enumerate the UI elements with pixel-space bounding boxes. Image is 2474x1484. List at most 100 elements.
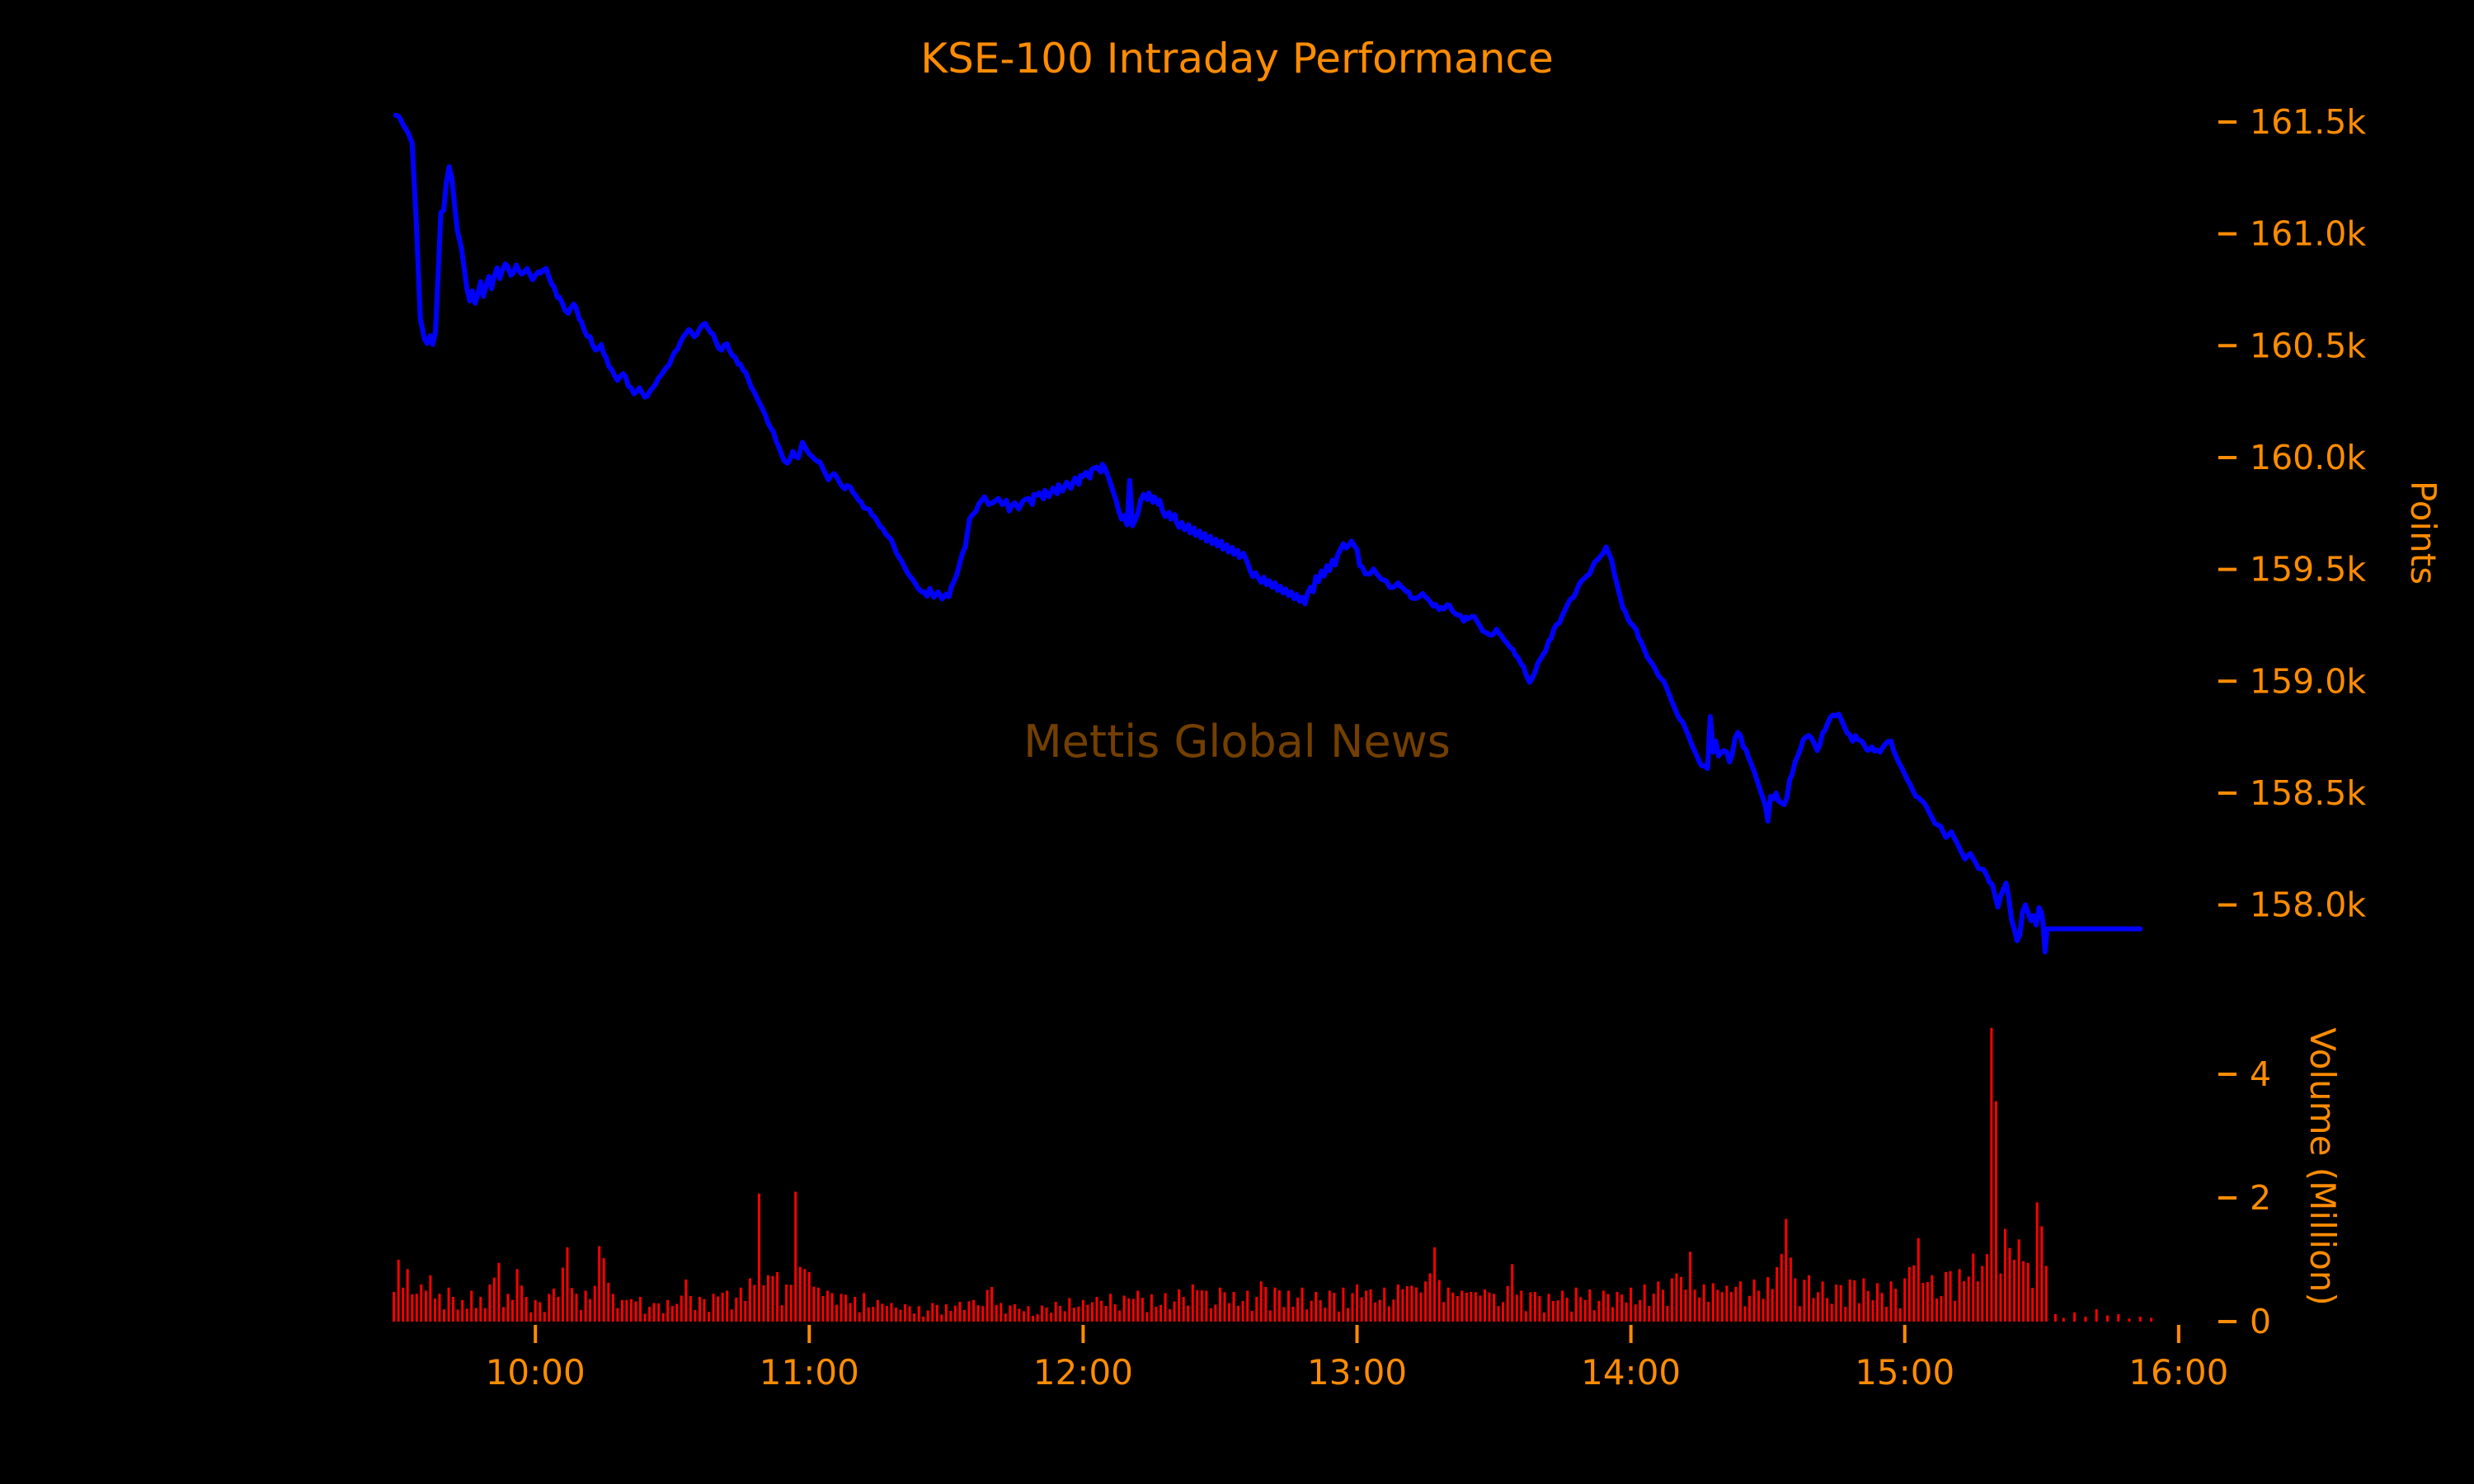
volume-bar: [1068, 1298, 1071, 1322]
volume-bar: [2073, 1312, 2077, 1322]
volume-bar: [2138, 1317, 2142, 1322]
volume-bar: [1907, 1266, 1911, 1322]
volume-bar: [575, 1294, 578, 1322]
volume-bar: [1264, 1287, 1268, 1322]
volume-bar: [1739, 1281, 1742, 1322]
volume-bar: [1365, 1290, 1368, 1322]
volume-bar: [393, 1292, 396, 1322]
volume-bar: [1963, 1280, 1966, 1322]
volume-bar: [771, 1275, 774, 1322]
volume-bar: [712, 1294, 715, 1322]
volume-bar: [1342, 1287, 1345, 1322]
volume-bar: [1543, 1313, 1545, 1322]
volume-bar: [1579, 1297, 1583, 1322]
volume-bar: [1940, 1296, 1943, 1322]
volume-bar: [447, 1287, 450, 1322]
volume-bar: [1538, 1296, 1541, 1322]
volume-bar: [1597, 1300, 1601, 1322]
volume-bar: [561, 1267, 564, 1322]
volume-bar: [1894, 1289, 1898, 1322]
volume-bar: [830, 1293, 834, 1322]
volume-bar: [1041, 1305, 1044, 1322]
volume-bar: [812, 1286, 816, 1322]
volume-bar: [1616, 1292, 1619, 1322]
volume-bar: [1789, 1257, 1792, 1322]
volume-tick-label: 4: [2250, 1054, 2271, 1094]
volume-bar: [776, 1272, 779, 1322]
volume-bar: [967, 1301, 971, 1322]
volume-bar: [1698, 1297, 1701, 1322]
volume-bar: [735, 1298, 738, 1322]
volume-bars: [393, 1027, 2153, 1322]
volume-bar: [867, 1307, 870, 1322]
volume-bar: [858, 1312, 861, 1322]
volume-bar: [1232, 1292, 1235, 1322]
volume-bar: [1442, 1302, 1446, 1322]
volume-bar: [1711, 1283, 1714, 1322]
volume-bar: [1803, 1280, 1806, 1322]
volume-bar: [465, 1308, 468, 1322]
volume-bar: [1479, 1295, 1482, 1322]
volume-bar: [548, 1294, 551, 1322]
points-axis: 161.5k 161.0k 160.5k 160.0k 159.5k 159.0k 158.…: [2218, 102, 2366, 925]
volume-bar: [488, 1284, 492, 1322]
volume-bar: [470, 1290, 473, 1322]
volume-bar: [1972, 1253, 1975, 1322]
volume-bar: [402, 1287, 405, 1322]
volume-bar: [881, 1303, 884, 1322]
volume-bar: [580, 1309, 583, 1322]
volume-bar: [899, 1309, 902, 1322]
volume-bar: [876, 1299, 879, 1322]
volume-bar: [2053, 1314, 2057, 1322]
volume-bar: [2062, 1317, 2065, 1322]
volume-bar: [708, 1312, 711, 1322]
volume-bar: [739, 1287, 742, 1322]
volume-bar: [1985, 1254, 1988, 1322]
volume-bar: [1081, 1299, 1084, 1322]
volume-bar: [1771, 1289, 1774, 1322]
volume-bar: [1484, 1289, 1486, 1322]
volume-bar: [1100, 1300, 1103, 1322]
volume-bar: [931, 1303, 934, 1322]
volume-bar: [1277, 1290, 1281, 1322]
volume-bar: [438, 1294, 441, 1322]
volume-bar: [1219, 1287, 1221, 1322]
volume-bar: [1470, 1292, 1473, 1322]
points-tick-label: 159.5k: [2250, 550, 2366, 589]
volume-bar: [1036, 1314, 1039, 1322]
volume-bar: [1639, 1300, 1642, 1322]
volume-bar: [1328, 1290, 1331, 1322]
volume-bar: [429, 1275, 432, 1322]
volume-bar: [1415, 1287, 1418, 1322]
volume-bar: [1488, 1292, 1491, 1322]
volume-bar: [1680, 1276, 1682, 1322]
volume-bar: [424, 1290, 427, 1322]
volume-bar: [1104, 1306, 1108, 1322]
volume-bar: [1419, 1292, 1423, 1322]
volume-bar: [1871, 1300, 1874, 1322]
volume-bar: [598, 1246, 601, 1322]
volume-bar: [1761, 1298, 1765, 1322]
volume-tick-label: 0: [2250, 1302, 2271, 1341]
volume-bar: [502, 1307, 505, 1322]
volume-bar: [670, 1306, 674, 1322]
volume-bar: [1091, 1302, 1094, 1322]
volume-bar: [767, 1275, 769, 1322]
volume-bar: [1725, 1285, 1729, 1322]
volume-bar: [730, 1309, 733, 1322]
volume-bar: [1862, 1278, 1865, 1322]
volume-bar: [1456, 1296, 1459, 1322]
volume-bar: [2031, 1288, 2034, 1322]
volume-bar: [935, 1304, 938, 1322]
volume-bar: [443, 1309, 445, 1322]
volume-bar: [1529, 1292, 1532, 1322]
volume-bar: [397, 1260, 400, 1322]
volume-bar: [872, 1307, 875, 1322]
volume-bar: [2035, 1202, 2039, 1322]
volume-bar: [1990, 1027, 1993, 1322]
volume-bar: [1630, 1287, 1633, 1322]
volume-bar: [1405, 1286, 1409, 1322]
volume-bar: [908, 1306, 911, 1322]
volume-bar: [1291, 1306, 1295, 1322]
volume-bar: [1063, 1311, 1066, 1322]
